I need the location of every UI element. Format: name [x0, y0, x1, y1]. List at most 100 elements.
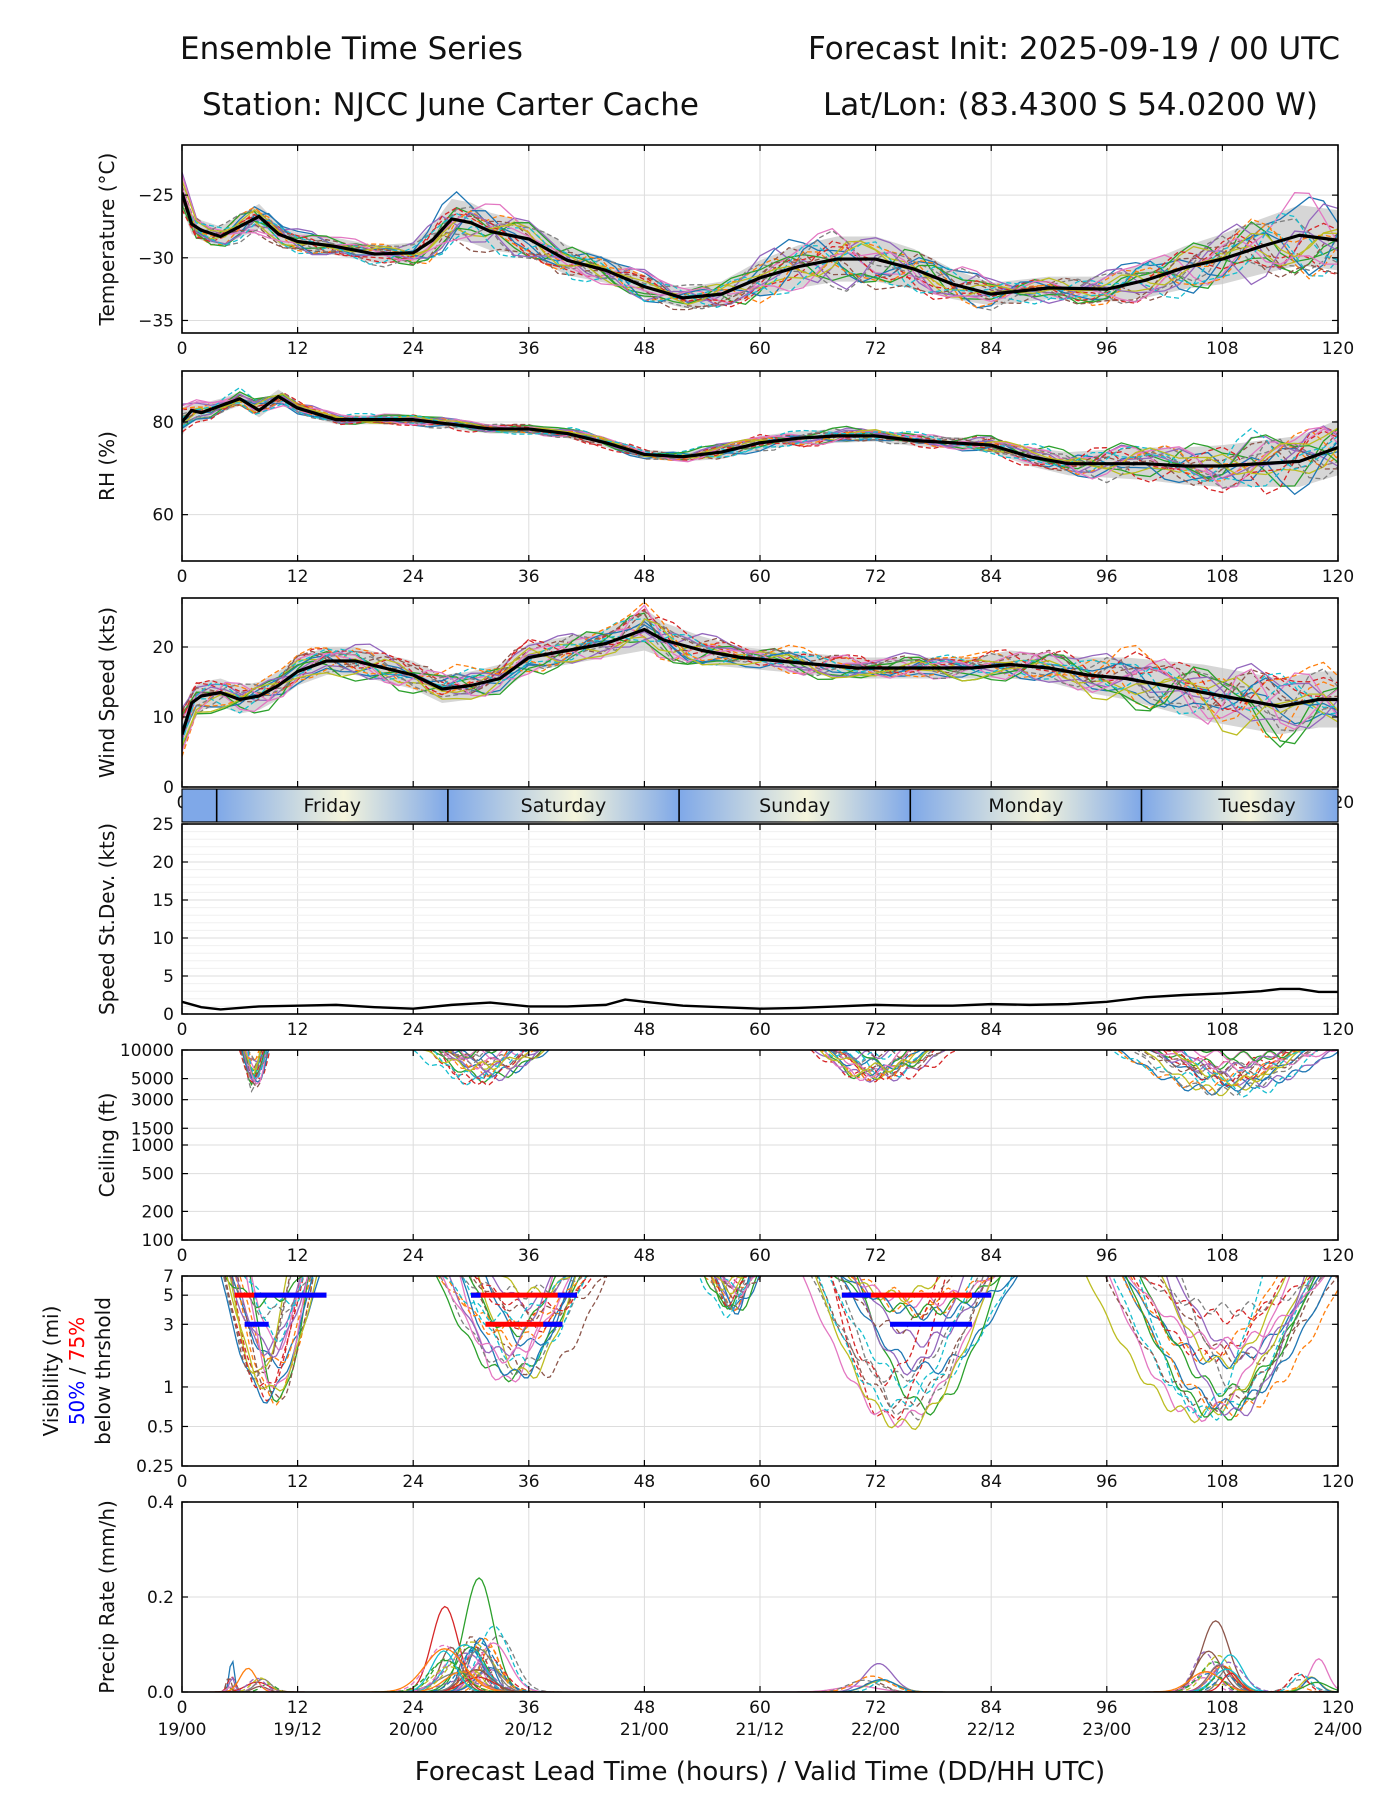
member-line-ceiling — [826, 1050, 891, 1061]
member-line-wind_speed — [182, 618, 1338, 746]
y-axis-label-visibility: Visibility (mi) — [39, 1306, 63, 1437]
member-line-visibility — [469, 1276, 608, 1379]
y-tick-label: 15 — [152, 891, 174, 911]
x-tick-label: 0 — [177, 1698, 188, 1718]
member-line-visibility — [222, 1276, 292, 1380]
day-band — [1141, 789, 1338, 822]
y-tick-label: 5 — [163, 967, 174, 987]
station-label: Station: NJCC June Carter Cache — [202, 87, 699, 123]
x-tick-label: 84 — [980, 1698, 1002, 1718]
member-line-precip — [1281, 1658, 1338, 1692]
member-line-visibility — [712, 1276, 744, 1295]
title-right: Forecast Init: 2025-09-19 / 00 UTC — [808, 31, 1340, 67]
member-line-temperature — [182, 193, 1338, 302]
y-tick-label: 25 — [152, 815, 174, 835]
day-label: Monday — [988, 795, 1063, 817]
member-line-visibility — [1160, 1276, 1287, 1370]
member-line-precip — [1157, 1651, 1251, 1692]
day-band — [216, 789, 448, 822]
title-left: Ensemble Time Series — [180, 31, 523, 67]
member-line-rh — [182, 396, 1338, 476]
x-tick-label: 48 — [634, 339, 656, 359]
member-line-ceiling — [436, 1050, 499, 1060]
x-tick-label: 48 — [634, 1698, 656, 1718]
x-tick-label: 96 — [1096, 1698, 1118, 1718]
member-line-ceiling — [831, 1050, 946, 1077]
x-tick-label: 72 — [865, 339, 887, 359]
member-line-precip — [432, 1634, 566, 1692]
member-line-visibility — [853, 1276, 965, 1376]
x-tick-label: 24 — [402, 339, 424, 359]
x-tick-label: 24 — [402, 1246, 424, 1266]
y-axis-label-speed_stdev: Speed St.Dev. (kts) — [95, 823, 119, 1015]
y-axis-label-wind_speed: Wind Speed (kts) — [95, 607, 119, 778]
legend-50-label: 50% — [65, 1381, 89, 1425]
member-line-visibility — [437, 1276, 583, 1332]
plot-area-rh — [182, 386, 1338, 496]
member-line-wind_speed — [182, 620, 1338, 736]
x-tick-label: 48 — [634, 1246, 656, 1266]
x-tick-label: 120 — [1322, 1020, 1354, 1040]
ensemble-mean-line-wind_speed — [182, 627, 1338, 735]
valid-time-label: 24/00 — [1314, 1720, 1363, 1740]
member-line-visibility — [857, 1276, 990, 1348]
member-line-temperature — [182, 192, 1338, 309]
x-tick-label: 60 — [749, 1698, 771, 1718]
member-line-visibility — [1129, 1276, 1279, 1363]
member-line-ceiling — [447, 1050, 543, 1066]
member-line-visibility — [230, 1276, 301, 1402]
member-line-ceiling — [444, 1050, 531, 1062]
y-tick-label: 80 — [152, 413, 174, 433]
day-label: Friday — [303, 795, 361, 817]
x-tick-label: 36 — [518, 339, 540, 359]
y-tick-label: 20 — [152, 853, 174, 873]
member-line-ceiling — [827, 1050, 945, 1070]
member-line-wind_speed — [182, 618, 1338, 732]
y-tick-label: 10000 — [120, 1041, 174, 1061]
y-axis-label-probability: 50% / 75% — [65, 1317, 89, 1425]
x-tick-label: 36 — [518, 1472, 540, 1492]
member-line-ceiling — [443, 1050, 541, 1082]
member-line-visibility — [236, 1276, 315, 1400]
member-line-precip — [408, 1642, 548, 1692]
member-line-visibility — [228, 1276, 313, 1320]
x-tick-label: 24 — [402, 567, 424, 587]
x-tick-label: 120 — [1322, 567, 1354, 587]
member-line-visibility — [1127, 1276, 1326, 1351]
x-tick-label: 84 — [980, 567, 1002, 587]
valid-time-label: 22/12 — [967, 1720, 1016, 1740]
member-line-ceiling — [834, 1050, 935, 1075]
y-axis-label-rh: RH (%) — [95, 431, 119, 501]
member-line-ceiling — [823, 1050, 903, 1082]
x-tick-label: 0 — [177, 339, 188, 359]
member-line-visibility — [1108, 1276, 1291, 1423]
x-tick-label: 36 — [518, 1020, 540, 1040]
member-line-visibility — [442, 1276, 567, 1323]
valid-time-label: 21/00 — [620, 1720, 669, 1740]
y-tick-label: 20 — [152, 638, 174, 658]
x-tick-label: 108 — [1206, 1472, 1238, 1492]
x-tick-label: 24 — [402, 1472, 424, 1492]
x-tick-label: 0 — [177, 1020, 188, 1040]
y-tick-label: 5 — [163, 1286, 174, 1306]
y-tick-label: 200 — [142, 1202, 174, 1222]
member-line-visibility — [1111, 1276, 1312, 1421]
y-tick-label: 60 — [152, 506, 174, 526]
y-tick-label: 10 — [152, 929, 174, 949]
y-axis-label-precip: Precip Rate (mm/h) — [95, 1500, 119, 1694]
x-tick-label: 12 — [287, 1698, 309, 1718]
y-tick-label: −30 — [138, 249, 174, 269]
x-tick-label: 72 — [865, 1472, 887, 1492]
x-tick-label: 48 — [634, 567, 656, 587]
y-tick-label: −35 — [138, 311, 174, 331]
member-line-visibility — [709, 1276, 747, 1310]
member-line-visibility — [810, 1276, 980, 1384]
member-line-visibility — [837, 1276, 984, 1421]
axes-frame-precip — [181, 1501, 1339, 1693]
y-tick-label: 0.4 — [147, 1493, 174, 1513]
x-tick-label: 96 — [1096, 567, 1118, 587]
x-tick-label: 36 — [518, 1698, 540, 1718]
x-tick-label: 48 — [634, 1020, 656, 1040]
y-tick-label: −25 — [138, 186, 174, 206]
x-tick-label: 72 — [865, 1020, 887, 1040]
